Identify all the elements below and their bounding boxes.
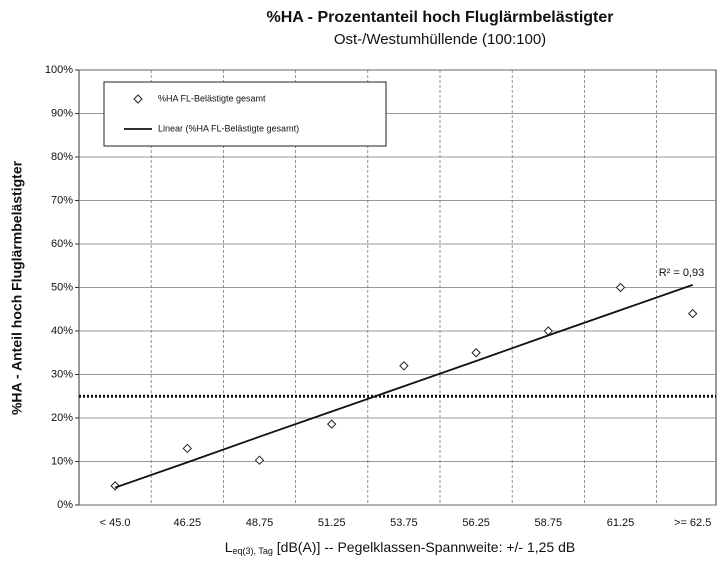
legend-box — [103, 81, 387, 147]
x-tick-label: 48.75 — [246, 517, 274, 529]
x-tick-label: >= 62.5 — [674, 517, 711, 529]
x-axis-label: Leq(3), Tag [dB(A)] -- Pegelklassen-Span… — [225, 539, 575, 557]
trend-line — [114, 284, 693, 489]
chart-title: %HA - Prozentanteil hoch Fluglärmbelästi… — [266, 9, 613, 26]
x-tick-label: < 45.0 — [100, 517, 131, 529]
data-point — [471, 348, 481, 358]
data-point — [110, 481, 120, 491]
x-tick-label: 56.25 — [462, 517, 490, 529]
y-axis-label: %HA - Anteil hoch Fluglärmbelästigter — [9, 160, 25, 415]
y-tick-label: 10% — [51, 455, 73, 467]
data-point — [687, 308, 698, 319]
data-point — [326, 419, 337, 429]
y-tick-label: 50% — [51, 281, 73, 293]
data-point — [399, 361, 409, 371]
x-tick-label: 51.25 — [318, 517, 346, 529]
r-squared-label: R² = 0,93 — [659, 267, 705, 279]
data-point — [615, 282, 626, 293]
x-label-main: L — [225, 539, 233, 555]
x-label-rest: [dB(A)] -- Pegelklassen-Spannweite: +/- … — [273, 539, 575, 555]
y-tick-label: 40% — [51, 325, 73, 337]
chart-subtitle: Ost-/Westumhüllende (100:100) — [334, 31, 546, 48]
legend-label: %HA FL-Belästigte gesamt — [158, 93, 266, 103]
y-tick-label: 20% — [51, 412, 73, 424]
x-tick-label: 61.25 — [607, 517, 635, 529]
y-tick-label: 0% — [57, 499, 73, 511]
x-tick-label: 46.25 — [174, 517, 202, 529]
y-tick-label: 30% — [51, 368, 73, 380]
y-tick-label: 70% — [51, 194, 73, 206]
x-tick-label: 58.75 — [535, 517, 563, 529]
y-tick-label: 100% — [45, 64, 73, 76]
x-tick-label: 53.75 — [390, 517, 418, 529]
x-label-sub: eq(3), Tag — [233, 546, 273, 556]
data-point — [182, 443, 193, 454]
legend-swatch — [133, 94, 143, 104]
y-tick-label: 60% — [51, 238, 73, 250]
y-tick-label: 90% — [51, 107, 73, 119]
y-tick-label: 80% — [51, 151, 73, 163]
data-point — [254, 455, 265, 465]
legend-label: Linear (%HA FL-Belästigte gesamt) — [158, 123, 299, 133]
